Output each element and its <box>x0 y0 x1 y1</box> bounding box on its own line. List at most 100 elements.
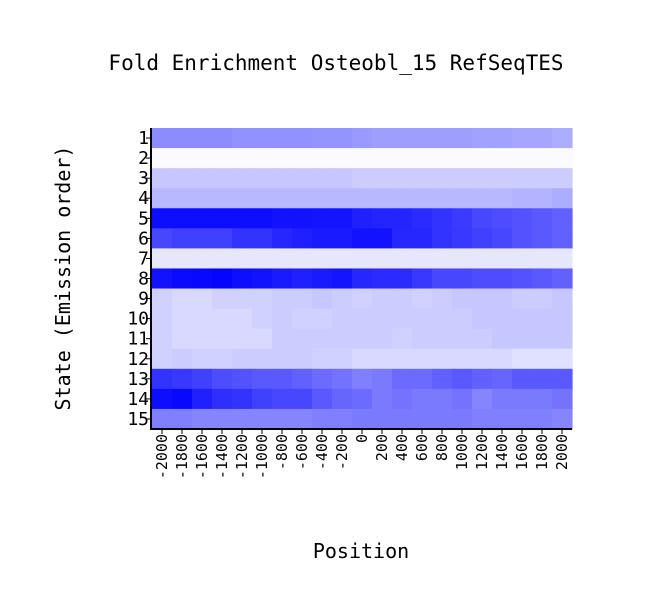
heatmap-cell <box>232 288 253 310</box>
heatmap-cell <box>312 348 333 370</box>
heatmap-cell <box>172 168 193 189</box>
row-label: 2 <box>138 148 149 169</box>
heatmap-cell <box>292 268 313 290</box>
column-label: 400 <box>393 434 411 461</box>
heatmap-cell <box>192 128 213 149</box>
heatmap-cell <box>532 128 553 149</box>
heatmap-cell <box>452 208 473 229</box>
heatmap-cell <box>352 248 373 270</box>
heatmap-cell <box>352 228 373 249</box>
heatmap-cell <box>212 308 233 330</box>
heatmap-cell <box>152 348 173 370</box>
heatmap-cell <box>352 408 373 430</box>
heatmap-cell <box>432 128 453 149</box>
heatmap-cell <box>552 248 573 270</box>
heatmap-cell <box>172 248 193 270</box>
heatmap-cell <box>152 328 173 350</box>
heatmap-cell <box>352 148 373 169</box>
heatmap-cell <box>472 368 493 390</box>
heatmap-cell <box>512 248 533 270</box>
heatmap-cell <box>512 328 533 350</box>
heatmap-cell <box>452 148 473 169</box>
heatmap-cell <box>172 408 193 430</box>
column-label: -600 <box>293 434 311 470</box>
heatmap-cell <box>212 248 233 270</box>
row-label: 15 <box>127 409 149 430</box>
heatmap-cell <box>552 128 573 149</box>
heatmap-cell <box>232 388 253 410</box>
heatmap-cell <box>532 368 553 390</box>
heatmap-cell <box>312 188 333 209</box>
heatmap-cell <box>192 248 213 270</box>
heatmap-cell <box>512 208 533 229</box>
heatmap-cell <box>192 148 213 169</box>
heatmap-cell <box>152 388 173 410</box>
heatmap-cell <box>252 148 273 169</box>
heatmap-cell <box>352 388 373 410</box>
row-label: 12 <box>127 349 149 370</box>
heatmap-cell <box>392 308 413 330</box>
heatmap-cell <box>272 308 293 330</box>
heatmap-cell <box>372 208 393 229</box>
heatmap-cell <box>412 228 433 249</box>
heatmap-cell <box>412 368 433 390</box>
heatmap-cell <box>432 288 453 310</box>
heatmap-cell <box>412 408 433 430</box>
heatmap-cell <box>352 128 373 149</box>
column-label: -800 <box>273 434 291 470</box>
heatmap-cell <box>392 328 413 350</box>
heatmap-cell <box>332 268 353 290</box>
heatmap-cell <box>552 368 573 390</box>
heatmap-cell <box>472 188 493 209</box>
row-label: 5 <box>138 208 149 229</box>
heatmap-cell <box>312 408 333 430</box>
heatmap-cell <box>552 348 573 370</box>
heatmap-cell <box>292 308 313 330</box>
heatmap-cell <box>172 228 193 249</box>
heatmap-cell <box>332 128 353 149</box>
heatmap-cell <box>412 268 433 290</box>
heatmap-cell <box>172 268 193 290</box>
row-label: 7 <box>138 248 149 269</box>
column-label: 2000 <box>553 434 571 470</box>
heatmap-cell <box>392 148 413 169</box>
heatmap-cell <box>212 168 233 189</box>
heatmap-cell <box>532 388 553 410</box>
heatmap-cell <box>172 388 193 410</box>
heatmap-cell <box>532 228 553 249</box>
heatmap-cell <box>192 268 213 290</box>
column-label: 1600 <box>513 434 531 470</box>
heatmap-cell <box>432 408 453 430</box>
heatmap-cell <box>352 188 373 209</box>
heatmap-cell <box>472 388 493 410</box>
column-label: -400 <box>313 434 331 470</box>
heatmap-cell <box>392 188 413 209</box>
heatmap-cell <box>372 248 393 270</box>
heatmap-cell <box>292 328 313 350</box>
heatmap-cell <box>492 368 513 390</box>
heatmap-cell <box>332 248 353 270</box>
heatmap-cell <box>232 188 253 209</box>
heatmap-cell <box>552 268 573 290</box>
heatmap-cell <box>352 348 373 370</box>
heatmap-cell <box>412 188 433 209</box>
heatmap-cell <box>432 188 453 209</box>
heatmap-cell <box>272 248 293 270</box>
heatmap-cell <box>312 388 333 410</box>
column-label: -1800 <box>173 434 191 479</box>
heatmap-cell <box>492 128 513 149</box>
heatmap-cell <box>472 148 493 169</box>
heatmap-cell <box>332 388 353 410</box>
heatmap-cell <box>292 368 313 390</box>
heatmap-cell <box>392 388 413 410</box>
heatmap-cell <box>532 208 553 229</box>
heatmap-cell <box>172 348 193 370</box>
row-label: 11 <box>127 329 149 350</box>
heatmap-cell <box>252 408 273 430</box>
heatmap-cell <box>452 268 473 290</box>
heatmap-cell <box>212 208 233 229</box>
heatmap-cell <box>412 148 433 169</box>
heatmap-cell <box>212 128 233 149</box>
heatmap-cell <box>252 188 273 209</box>
